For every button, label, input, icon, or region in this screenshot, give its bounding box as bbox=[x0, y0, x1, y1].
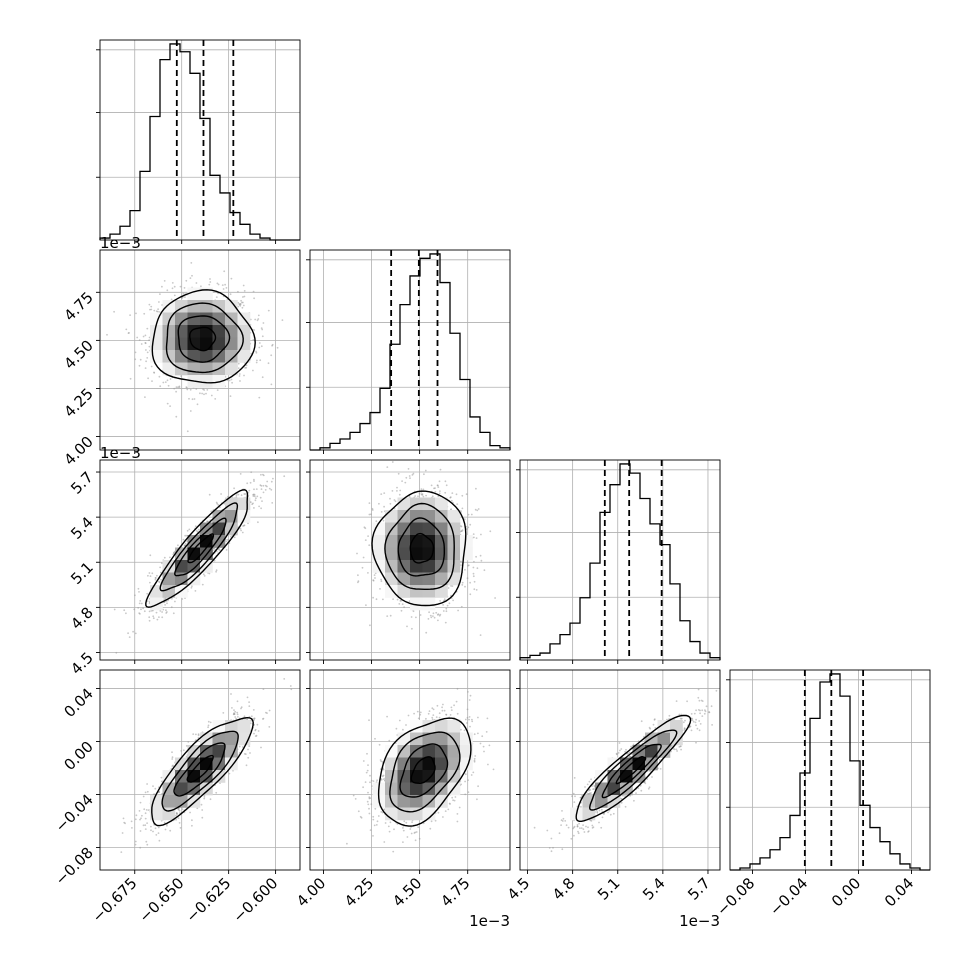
contour-3 bbox=[151, 289, 256, 384]
contour-1 bbox=[177, 315, 231, 363]
tick-label: 4.5 bbox=[504, 874, 534, 904]
axes-frame bbox=[99, 249, 301, 451]
tick-label: 4.25 bbox=[60, 385, 96, 421]
contour-3 bbox=[145, 489, 249, 608]
tick-label: −0.650 bbox=[136, 874, 188, 926]
histogram-1 bbox=[310, 253, 511, 451]
contour-3 bbox=[371, 490, 467, 607]
contour-2 bbox=[588, 729, 678, 811]
density-layer bbox=[120, 678, 293, 853]
tick-label: 5.4 bbox=[639, 874, 669, 904]
tick-label: 5.1 bbox=[594, 874, 624, 904]
contour-0 bbox=[187, 533, 215, 564]
tick-label: 4.00 bbox=[60, 433, 96, 469]
contour-1 bbox=[173, 742, 226, 797]
tick-label: 0.00 bbox=[828, 874, 864, 910]
axes-frame bbox=[519, 459, 721, 661]
density-layer bbox=[113, 471, 286, 654]
contour-0 bbox=[189, 326, 217, 352]
contour-2 bbox=[159, 502, 239, 592]
axes-frame bbox=[99, 39, 301, 241]
axes-frame bbox=[99, 459, 301, 661]
contour-0 bbox=[410, 756, 436, 784]
tick-label: 5.4 bbox=[67, 513, 97, 543]
histogram-3 bbox=[730, 673, 930, 871]
tick-label: 5.7 bbox=[684, 874, 714, 904]
contour-3 bbox=[575, 714, 692, 822]
contour-2 bbox=[161, 730, 239, 812]
tick-label: 4.5 bbox=[67, 649, 97, 679]
panel-3-3 bbox=[726, 669, 931, 874]
tick-label: 0.04 bbox=[60, 685, 96, 721]
grid-lines bbox=[310, 250, 510, 450]
tick-label: 0.00 bbox=[60, 738, 96, 774]
contour-2 bbox=[389, 731, 461, 813]
contour-1 bbox=[601, 743, 662, 799]
panel-0-0 bbox=[96, 39, 301, 244]
panel-3-2 bbox=[516, 669, 721, 874]
tick-label: −0.625 bbox=[182, 874, 234, 926]
grid-lines bbox=[520, 460, 720, 660]
axes-frame bbox=[309, 459, 511, 661]
axes-frame bbox=[99, 669, 301, 871]
axes-frame bbox=[519, 669, 721, 871]
contour-1 bbox=[174, 517, 227, 577]
tick-label: 4.50 bbox=[389, 874, 425, 910]
tick-label: 4.75 bbox=[60, 288, 96, 324]
contour-0 bbox=[409, 532, 435, 564]
density-layer bbox=[346, 687, 495, 853]
axes-frame bbox=[309, 249, 511, 451]
panel-2-2 bbox=[516, 459, 721, 664]
offset-label-x: 1e−3 bbox=[469, 912, 510, 930]
tick-label: 4.8 bbox=[67, 603, 97, 633]
panel-2-0 bbox=[96, 459, 301, 664]
tick-label: −0.04 bbox=[52, 791, 97, 836]
tick-label: 0.04 bbox=[881, 874, 917, 910]
panel-1-0 bbox=[96, 249, 301, 454]
tick-label: −0.08 bbox=[52, 844, 97, 889]
tick-label: 4.25 bbox=[341, 874, 377, 910]
panel-3-0 bbox=[96, 669, 301, 874]
panel-1-1 bbox=[306, 249, 511, 454]
axes-frame bbox=[729, 669, 931, 871]
contour-0 bbox=[615, 756, 647, 785]
offset-label-x: 1e−3 bbox=[679, 912, 720, 930]
tick-label: 5.7 bbox=[67, 468, 97, 498]
panel-3-1 bbox=[306, 669, 511, 874]
offset-label-y: 1e−3 bbox=[100, 444, 141, 462]
contour-1 bbox=[399, 743, 449, 798]
tick-label: −0.675 bbox=[89, 874, 141, 926]
tick-label: −0.04 bbox=[766, 874, 811, 919]
density-layer bbox=[533, 688, 718, 853]
axes-frame bbox=[309, 669, 511, 871]
tick-label: 4.8 bbox=[549, 874, 579, 904]
contour-2 bbox=[165, 302, 244, 374]
offset-label-y: 1e−3 bbox=[100, 234, 141, 252]
tick-label: −0.600 bbox=[229, 874, 281, 926]
contour-0 bbox=[186, 754, 214, 783]
density-layer bbox=[106, 262, 284, 433]
tick-label: 4.50 bbox=[60, 336, 96, 372]
tick-label: 5.1 bbox=[67, 558, 97, 588]
density-layer bbox=[356, 461, 496, 636]
panel-2-1 bbox=[306, 459, 511, 664]
tick-label: 4.75 bbox=[437, 874, 473, 910]
contour-3 bbox=[151, 716, 254, 827]
tick-label: 4.00 bbox=[293, 874, 329, 910]
histogram-2 bbox=[519, 463, 721, 660]
contour-2 bbox=[384, 502, 455, 590]
grid-lines bbox=[730, 670, 930, 870]
histogram-0 bbox=[99, 43, 300, 241]
contour-1 bbox=[397, 517, 445, 577]
contour-3 bbox=[377, 717, 472, 827]
